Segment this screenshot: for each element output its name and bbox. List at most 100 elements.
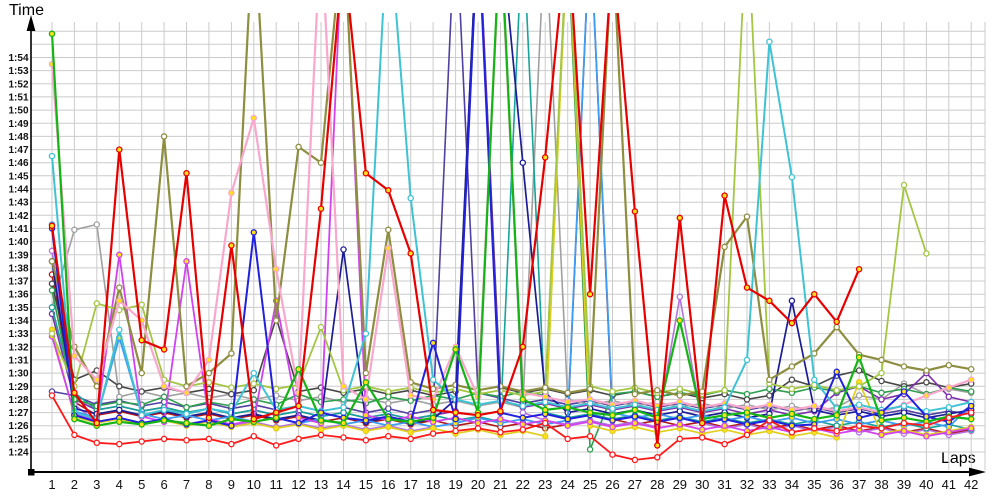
- data-point-blue[interactable]: [228, 422, 235, 429]
- data-point-forest[interactable]: [407, 397, 414, 404]
- data-point-green[interactable]: [205, 422, 213, 429]
- data-point-yellowgreen[interactable]: [228, 384, 235, 391]
- data-point-olive[interactable]: [766, 376, 773, 383]
- data-point-blue[interactable]: [362, 417, 370, 424]
- data-point-yellowgreen[interactable]: [833, 386, 840, 394]
- data-point-violet[interactable]: [519, 409, 527, 416]
- data-point-green[interactable]: [564, 404, 571, 411]
- data-point-darkgray[interactable]: [923, 379, 930, 386]
- data-point-magenta[interactable]: [766, 423, 773, 431]
- data-point-red-b[interactable]: [519, 426, 527, 433]
- data-point-magenta[interactable]: [362, 411, 370, 419]
- data-point-red-a[interactable]: [138, 336, 145, 344]
- data-point-green[interactable]: [340, 419, 347, 427]
- data-point-forest[interactable]: [967, 388, 975, 395]
- data-point-magenta[interactable]: [564, 422, 571, 429]
- data-point-magenta[interactable]: [698, 426, 706, 433]
- data-point-navy[interactable]: [676, 407, 684, 415]
- data-point-green[interactable]: [71, 415, 78, 423]
- data-point-magenta[interactable]: [497, 415, 504, 423]
- data-point-cyan[interactable]: [855, 401, 863, 408]
- data-point-olive[interactable]: [967, 365, 975, 373]
- data-point-red-a[interactable]: [698, 419, 706, 427]
- data-point-olive[interactable]: [833, 323, 840, 331]
- data-point-red-b[interactable]: [272, 442, 280, 449]
- data-point-red-a[interactable]: [250, 415, 258, 423]
- data-point-magenta[interactable]: [474, 419, 482, 427]
- data-point-red-b[interactable]: [654, 454, 661, 461]
- data-point-green[interactable]: [541, 406, 549, 414]
- data-point-pink[interactable]: [340, 383, 347, 390]
- data-point-blue[interactable]: [250, 229, 258, 236]
- data-point-red-b[interactable]: [160, 435, 168, 443]
- data-point-green[interactable]: [609, 411, 616, 419]
- data-point-cyan[interactable]: [766, 38, 773, 45]
- data-point-cyan[interactable]: [160, 406, 168, 414]
- data-point-olive[interactable]: [385, 226, 392, 234]
- data-point-yellowgreen[interactable]: [138, 301, 145, 308]
- data-point-olive[interactable]: [205, 369, 213, 377]
- data-point-olive[interactable]: [138, 369, 145, 377]
- data-point-pink[interactable]: [116, 297, 123, 305]
- data-point-navy[interactable]: [788, 297, 796, 305]
- data-point-cyan[interactable]: [900, 402, 908, 410]
- data-point-green[interactable]: [407, 418, 414, 426]
- data-point-yellowgreen[interactable]: [93, 300, 101, 307]
- data-point-red-b[interactable]: [541, 419, 549, 427]
- data-point-red-a[interactable]: [631, 208, 639, 215]
- data-point-cyan[interactable]: [541, 398, 549, 406]
- data-point-blue[interactable]: [967, 402, 975, 410]
- data-point-red-b[interactable]: [721, 440, 728, 448]
- data-point-yellowgreen[interactable]: [250, 380, 258, 387]
- data-point-blue[interactable]: [833, 368, 840, 376]
- data-point-green[interactable]: [676, 317, 684, 324]
- data-point-green[interactable]: [743, 409, 751, 416]
- data-point-red-a[interactable]: [160, 346, 168, 353]
- data-point-green[interactable]: [721, 411, 728, 419]
- data-point-red-a[interactable]: [116, 146, 123, 153]
- data-point-red-b[interactable]: [474, 425, 482, 432]
- data-point-darkgray[interactable]: [48, 280, 56, 287]
- data-point-cyan[interactable]: [362, 330, 370, 337]
- data-point-indigo[interactable]: [385, 405, 392, 412]
- data-point-olive[interactable]: [228, 350, 235, 357]
- data-point-red-a[interactable]: [362, 169, 370, 177]
- data-point-blue[interactable]: [676, 414, 684, 422]
- data-point-gray[interactable]: [71, 226, 78, 234]
- data-point-cyan[interactable]: [743, 356, 751, 364]
- data-point-red-a[interactable]: [855, 265, 863, 273]
- data-point-yellowgreen[interactable]: [385, 388, 392, 395]
- data-point-cyan[interactable]: [340, 404, 347, 411]
- data-point-olive[interactable]: [317, 159, 325, 166]
- data-point-green[interactable]: [48, 30, 56, 38]
- data-point-pink[interactable]: [385, 244, 392, 252]
- data-point-olive[interactable]: [541, 384, 549, 391]
- data-point-darkgray[interactable]: [743, 396, 751, 403]
- data-point-cyan[interactable]: [609, 405, 616, 412]
- data-point-red-a[interactable]: [721, 192, 728, 199]
- data-point-red-a[interactable]: [429, 406, 437, 414]
- data-point-cyan[interactable]: [945, 404, 953, 411]
- data-point-olive[interactable]: [788, 363, 796, 370]
- data-point-cyan[interactable]: [429, 376, 437, 383]
- data-point-teal[interactable]: [48, 304, 56, 311]
- data-point-red-a[interactable]: [317, 205, 325, 212]
- data-point-red-a[interactable]: [788, 319, 796, 327]
- data-point-red-a[interactable]: [654, 442, 661, 449]
- data-point-darkgray[interactable]: [788, 376, 796, 383]
- data-point-pink[interactable]: [945, 384, 953, 391]
- data-point-red-b[interactable]: [228, 440, 235, 448]
- data-point-red-b[interactable]: [138, 438, 145, 445]
- data-point-magenta[interactable]: [295, 414, 302, 422]
- data-point-red-b[interactable]: [317, 431, 325, 439]
- data-point-yellowgreen[interactable]: [788, 385, 796, 393]
- data-point-olive[interactable]: [586, 385, 594, 393]
- data-point-blue[interactable]: [564, 415, 571, 423]
- data-point-navy[interactable]: [116, 406, 123, 414]
- data-point-darkgray[interactable]: [766, 392, 773, 399]
- data-point-red-a[interactable]: [48, 222, 56, 230]
- data-point-olive[interactable]: [743, 213, 751, 220]
- data-point-yellowgreen[interactable]: [609, 388, 616, 395]
- data-point-red-a[interactable]: [519, 343, 527, 351]
